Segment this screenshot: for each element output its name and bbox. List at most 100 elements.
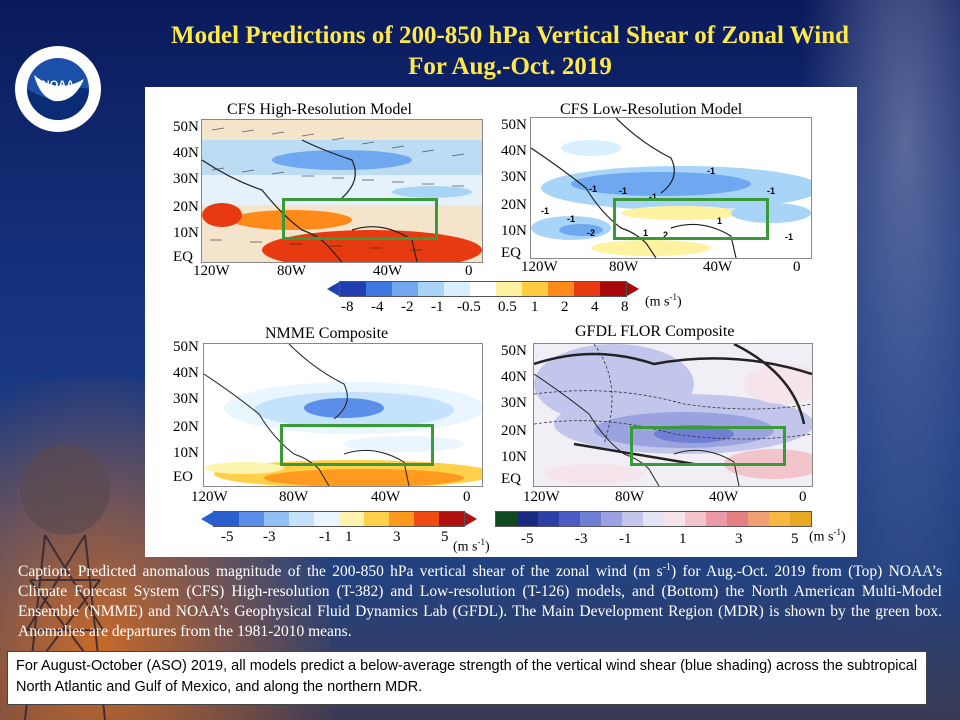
colorbar-swatch (392, 282, 418, 296)
gfdl-lat-10n: 10N (501, 449, 527, 465)
unit-sup: -1 (669, 292, 678, 302)
title-line-2: For Aug.-Oct. 2019 (408, 53, 612, 80)
noaa-logo-icon: NOAA (15, 46, 101, 132)
top-tick: 4 (591, 299, 599, 315)
cfs-low-field: -1 -1 -1 -1 -1 -1 -1 -2 1 2 1 -1 (531, 118, 811, 258)
cfs-low-contour-label: -1 (567, 214, 575, 224)
colorbar-swatch (444, 282, 470, 296)
caption: Caption: Predicted anomalous magnitude o… (18, 558, 942, 642)
gfdl-lat-30n: 30N (501, 395, 527, 411)
nmme-colorbar-arrow-right (465, 512, 477, 526)
top-tick: -1 (431, 299, 444, 315)
nmme-tick: 1 (345, 529, 353, 545)
top-tick: 1 (531, 299, 539, 315)
nmme-lon-0: 0 (463, 489, 471, 505)
gfdl-tick: -5 (521, 531, 534, 547)
nmme-lon-80w: 80W (279, 489, 309, 505)
colorbar-swatch (600, 282, 626, 296)
top-tick: 8 (621, 299, 629, 315)
nmme-tick: -3 (263, 529, 276, 545)
nmme-lat-20n: 20N (173, 419, 199, 435)
colorbar-swatch (574, 282, 600, 296)
gfdl-lat-20n: 20N (501, 423, 527, 439)
gfdl-lon-120w: 120W (523, 489, 560, 505)
colorbar-swatch (239, 512, 264, 526)
nmme-lon-40w: 40W (371, 489, 401, 505)
nmme-field (204, 344, 482, 486)
colorbar-swatch (601, 512, 622, 526)
top-tick: 2 (561, 299, 569, 315)
cfs-high-mdr-box (282, 198, 438, 240)
cfs-low-lat-40n: 40N (501, 143, 527, 159)
top-tick: 0.5 (498, 299, 517, 315)
nmme-lon-120w: 120W (191, 489, 228, 505)
colorbar-swatch (366, 282, 392, 296)
colorbar-swatch (664, 512, 685, 526)
cfs-low-title: CFS Low-Resolution Model (560, 101, 743, 118)
cfs-low-contour-label: 2 (663, 230, 668, 240)
gfdl-lon-40w: 40W (709, 489, 739, 505)
colorbar-swatch (364, 512, 389, 526)
cfs-low-lat-10n: 10N (501, 223, 527, 239)
cfs-high-lon-120w: 120W (193, 263, 230, 279)
colorbar-swatch (414, 512, 439, 526)
cfs-low-lat-eq: EQ (501, 245, 521, 261)
logo-text: NOAA (42, 79, 74, 91)
top-colorbar-segments (339, 281, 627, 297)
cfs-low-contour-label: -1 (767, 186, 775, 196)
cfs-high-map (201, 119, 483, 263)
gfdl-tick: 3 (735, 531, 743, 547)
nmme-tick: 5 (441, 529, 449, 545)
caption-sup: -1 (662, 562, 672, 573)
colorbar-swatch (522, 282, 548, 296)
top-colorbar (327, 281, 639, 297)
cfs-low-map: -1 -1 -1 -1 -1 -1 -1 -2 1 2 1 -1 (530, 117, 812, 259)
nmme-colorbar-arrow-left (201, 512, 213, 526)
cfs-high-lat-20n: 20N (173, 199, 199, 215)
gfdl-tick: 1 (679, 531, 687, 547)
colorbar-swatch (214, 512, 239, 526)
gfdl-tick: 5 (791, 531, 799, 547)
gfdl-tick: -1 (619, 531, 632, 547)
cfs-low-contour-label: 1 (643, 228, 648, 238)
colorbar-swatch (496, 282, 522, 296)
nmme-map (203, 343, 483, 487)
colorbar-swatch (496, 512, 517, 526)
gfdl-colorbar-ticks: -5 -3 -1 1 3 5 (521, 531, 821, 551)
cfs-low-contour-label: 1 (717, 216, 722, 226)
cfs-low-mdr-box (613, 198, 769, 240)
cfs-high-lon-80w: 80W (277, 263, 307, 279)
top-tick: -4 (371, 299, 384, 315)
colorbar-swatch (790, 512, 811, 526)
unit-end: ) (677, 294, 682, 310)
colorbar-swatch (706, 512, 727, 526)
colorbar-swatch (340, 282, 366, 296)
colorbar-swatch (622, 512, 643, 526)
nmme-lat-30n: 30N (173, 391, 199, 407)
gfdl-field (534, 344, 812, 486)
page-title: Model Predictions of 200-850 hPa Vertica… (100, 20, 920, 82)
nmme-tick: -5 (221, 529, 234, 545)
cfs-low-lon-120w: 120W (521, 259, 558, 275)
unit-sup: -1 (833, 527, 842, 537)
nmme-colorbar-ticks: -5 -3 -1 1 3 5 (221, 529, 461, 549)
cfs-high-lat-10n: 10N (173, 225, 199, 241)
cfs-high-title: CFS High-Resolution Model (227, 101, 412, 118)
cfs-low-contour-label: -1 (589, 184, 597, 194)
colorbar-swatch (643, 512, 664, 526)
nmme-lat-50n: 50N (173, 339, 199, 355)
cfs-high-field (202, 120, 482, 262)
colorbar-swatch (339, 512, 364, 526)
cfs-low-lon-0: 0 (793, 259, 801, 275)
title-line-1: Model Predictions of 200-850 hPa Vertica… (170, 22, 850, 49)
nmme-title: NMME Composite (265, 325, 389, 342)
nmme-colorbar-unit: (m s-1) (453, 537, 490, 556)
gfdl-title: GFDL FLOR Composite (575, 323, 735, 340)
cfs-low-lon-40w: 40W (703, 259, 733, 275)
figure-panel: CFS High-Resolution Model (145, 87, 857, 557)
colorbar-swatch (517, 512, 538, 526)
unit-text: (m s (809, 529, 834, 545)
unit-sup: -1 (477, 537, 486, 547)
colorbar-swatch (314, 512, 339, 526)
colorbar-swatch (418, 282, 444, 296)
